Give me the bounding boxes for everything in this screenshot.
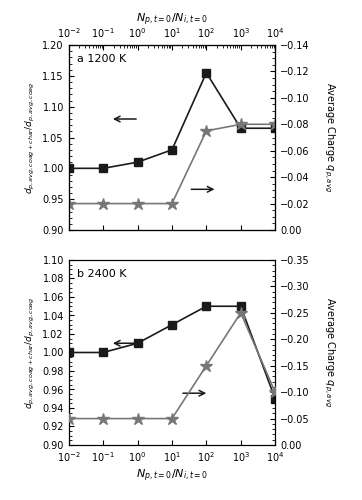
X-axis label: $N_{p,t=0}/N_{i,t=0}$: $N_{p,t=0}/N_{i,t=0}$ [136, 12, 208, 28]
Y-axis label: $d_{p,avg,coag+char}/d_{p,avg,coag}$: $d_{p,avg,coag+char}/d_{p,avg,coag}$ [24, 296, 37, 409]
Y-axis label: Average Charge $q_{p,avg}$: Average Charge $q_{p,avg}$ [322, 298, 337, 408]
Text: a 1200 K: a 1200 K [77, 54, 126, 64]
Y-axis label: $d_{p,avg,coag+char}/d_{p,avg,coag}$: $d_{p,avg,coag+char}/d_{p,avg,coag}$ [24, 81, 37, 194]
Text: b 2400 K: b 2400 K [77, 269, 127, 279]
Y-axis label: Average Charge $q_{p,avg}$: Average Charge $q_{p,avg}$ [322, 82, 337, 192]
X-axis label: $N_{p,t=0}/N_{i,t=0}$: $N_{p,t=0}/N_{i,t=0}$ [136, 468, 208, 484]
